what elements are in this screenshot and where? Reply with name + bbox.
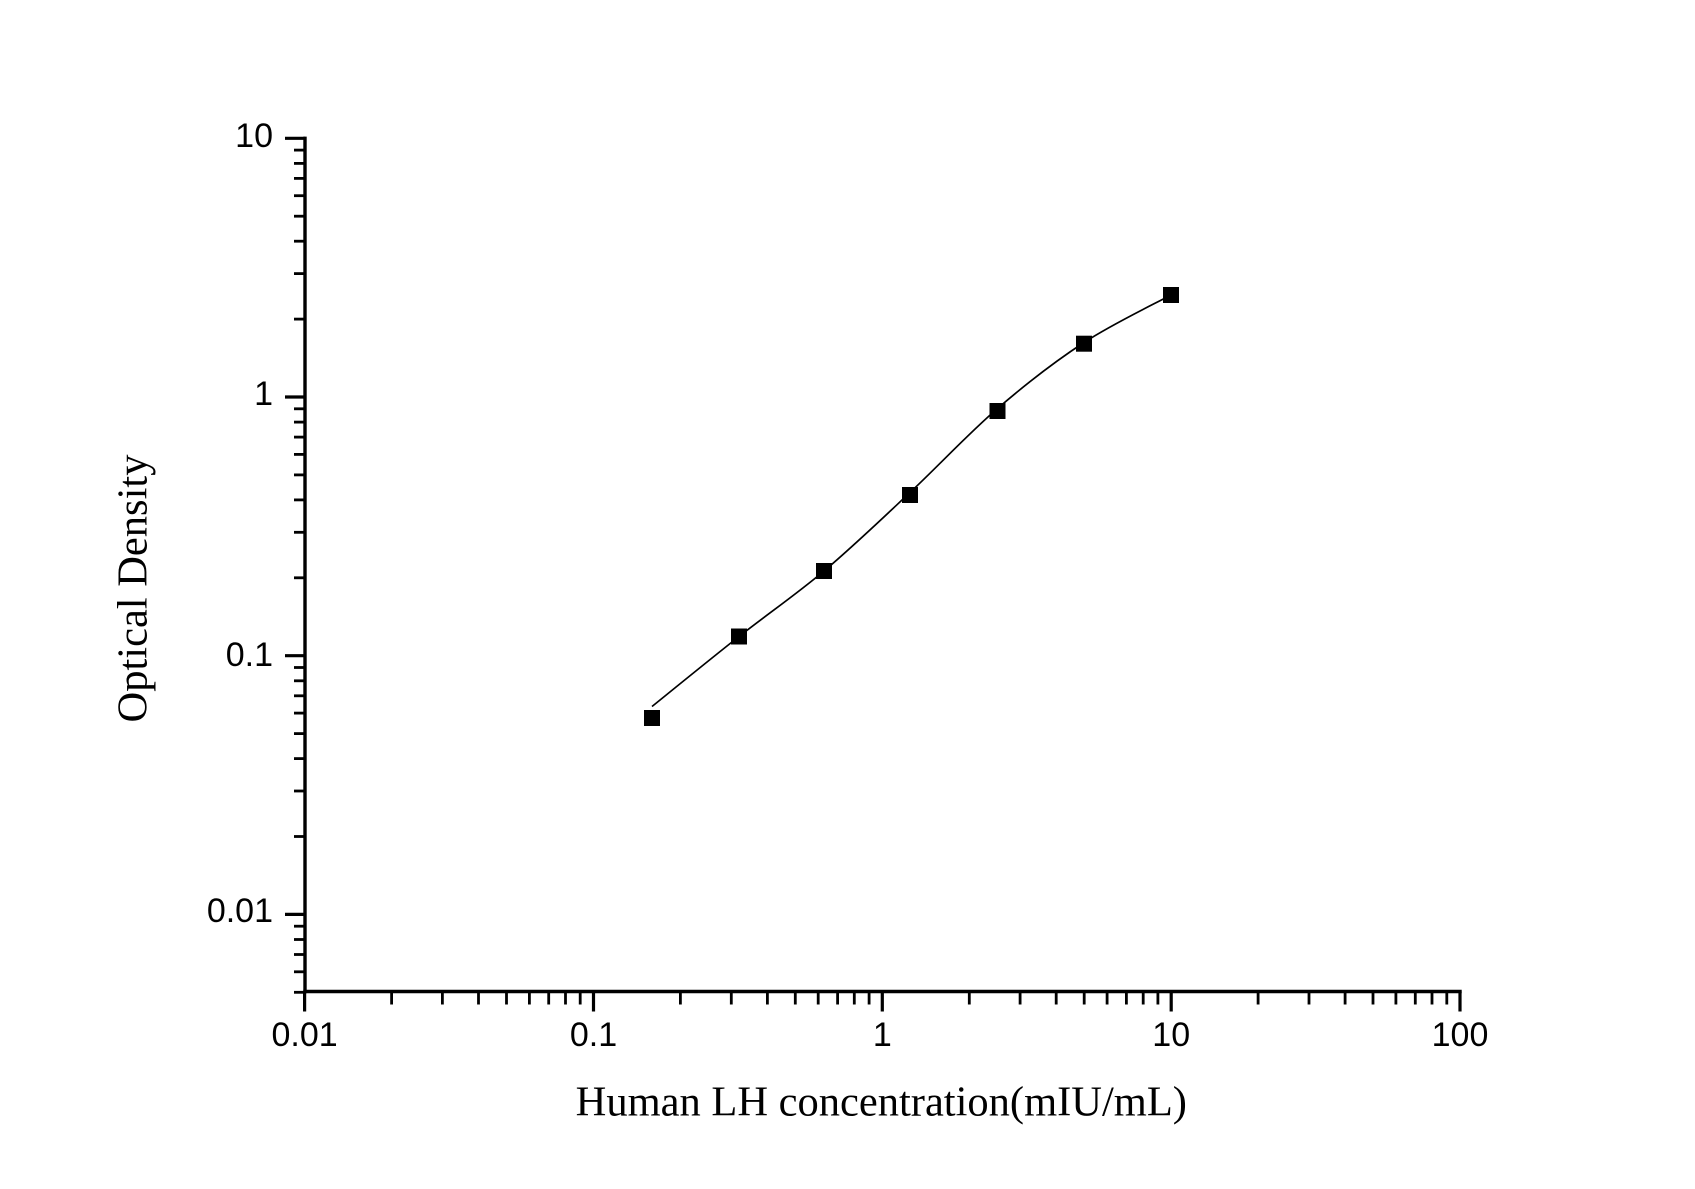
svg-text:1: 1	[873, 1016, 892, 1054]
svg-text:0.1: 0.1	[570, 1016, 617, 1054]
svg-text:0.1: 0.1	[226, 636, 273, 674]
svg-text:10: 10	[235, 117, 273, 155]
svg-text:100: 100	[1432, 1016, 1489, 1054]
svg-text:10: 10	[1152, 1016, 1190, 1054]
svg-text:0.01: 0.01	[207, 892, 273, 930]
svg-text:0.01: 0.01	[272, 1016, 338, 1054]
svg-text:Optical Density: Optical Density	[110, 454, 157, 723]
svg-text:1: 1	[254, 375, 273, 413]
svg-text:Human LH concentration(mIU/mL): Human LH concentration(mIU/mL)	[576, 1079, 1187, 1126]
